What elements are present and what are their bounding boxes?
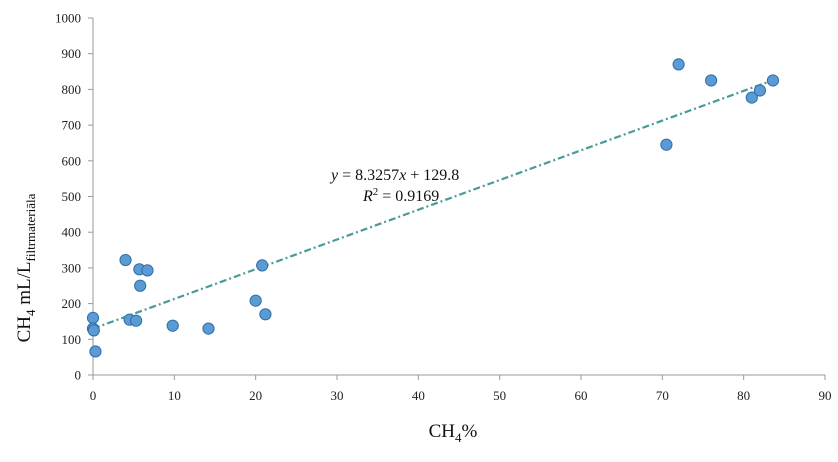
trendline-group — [92, 79, 774, 330]
data-point — [119, 253, 132, 267]
data-point — [89, 345, 102, 358]
data-point — [672, 58, 685, 71]
x-tick-label: 60 — [575, 388, 588, 403]
data-point — [166, 319, 179, 332]
x-tick-label: 30 — [331, 388, 344, 403]
data-point — [130, 314, 143, 327]
x-tick-label: 70 — [656, 388, 669, 403]
r-squared-sup: 2 — [373, 186, 379, 198]
x-tick-label: 90 — [819, 388, 832, 403]
data-point — [705, 74, 718, 87]
y-tick-label: 200 — [62, 296, 82, 311]
equation-x: x — [398, 167, 406, 184]
r-squared-value: = 0.9169 — [378, 188, 439, 205]
y-tick-label: 400 — [62, 225, 82, 240]
y-axis-label: CH4 mL/Lfiltrmateriāla — [14, 193, 38, 342]
r-squared-r: R — [362, 188, 373, 205]
data-point — [660, 138, 673, 151]
y-tick-label: 800 — [62, 82, 82, 97]
data-point — [745, 91, 758, 104]
tick-labels: 0 100 200 300 400 500 600 700 800 900 1000 0 10 20 30 4… — [55, 11, 832, 404]
equation-part1: = 8.3257 — [338, 167, 399, 184]
equation-y: y — [329, 167, 339, 184]
x-tick-label: 10 — [168, 388, 181, 403]
data-point — [202, 322, 215, 335]
data-point — [766, 74, 780, 87]
data-point — [259, 308, 272, 321]
data-point — [87, 324, 100, 337]
y-tick-label: 700 — [62, 118, 82, 133]
y-tick-label: 600 — [62, 153, 82, 168]
y-tick-label: 300 — [62, 260, 82, 275]
x-tick-label: 40 — [412, 388, 425, 403]
trendline-equation: y = 8.3257x + 129.8 — [329, 167, 459, 184]
y-tick-label: 500 — [62, 189, 82, 204]
data-point — [753, 84, 767, 97]
data-point — [249, 294, 262, 307]
x-tick-label: 0 — [90, 388, 97, 403]
x-tick-label: 50 — [493, 388, 506, 403]
data-point — [256, 259, 269, 272]
x-tick-label: 20 — [249, 388, 262, 403]
data-point — [141, 264, 154, 277]
r-squared: R2 = 0.9169 — [362, 186, 439, 205]
equation-part2: + 129.8 — [406, 167, 459, 184]
y-tick-label: 100 — [62, 332, 82, 347]
y-tick-label: 900 — [62, 46, 82, 61]
trendline — [92, 79, 774, 330]
data-points — [86, 58, 780, 358]
y-tick-label: 0 — [75, 368, 82, 383]
x-axis-label: CH4% — [429, 421, 478, 445]
x-tick-label: 80 — [737, 388, 750, 403]
y-tick-label: 1000 — [55, 11, 81, 26]
data-point — [86, 311, 100, 324]
axes — [88, 17, 826, 380]
data-point — [134, 279, 147, 292]
